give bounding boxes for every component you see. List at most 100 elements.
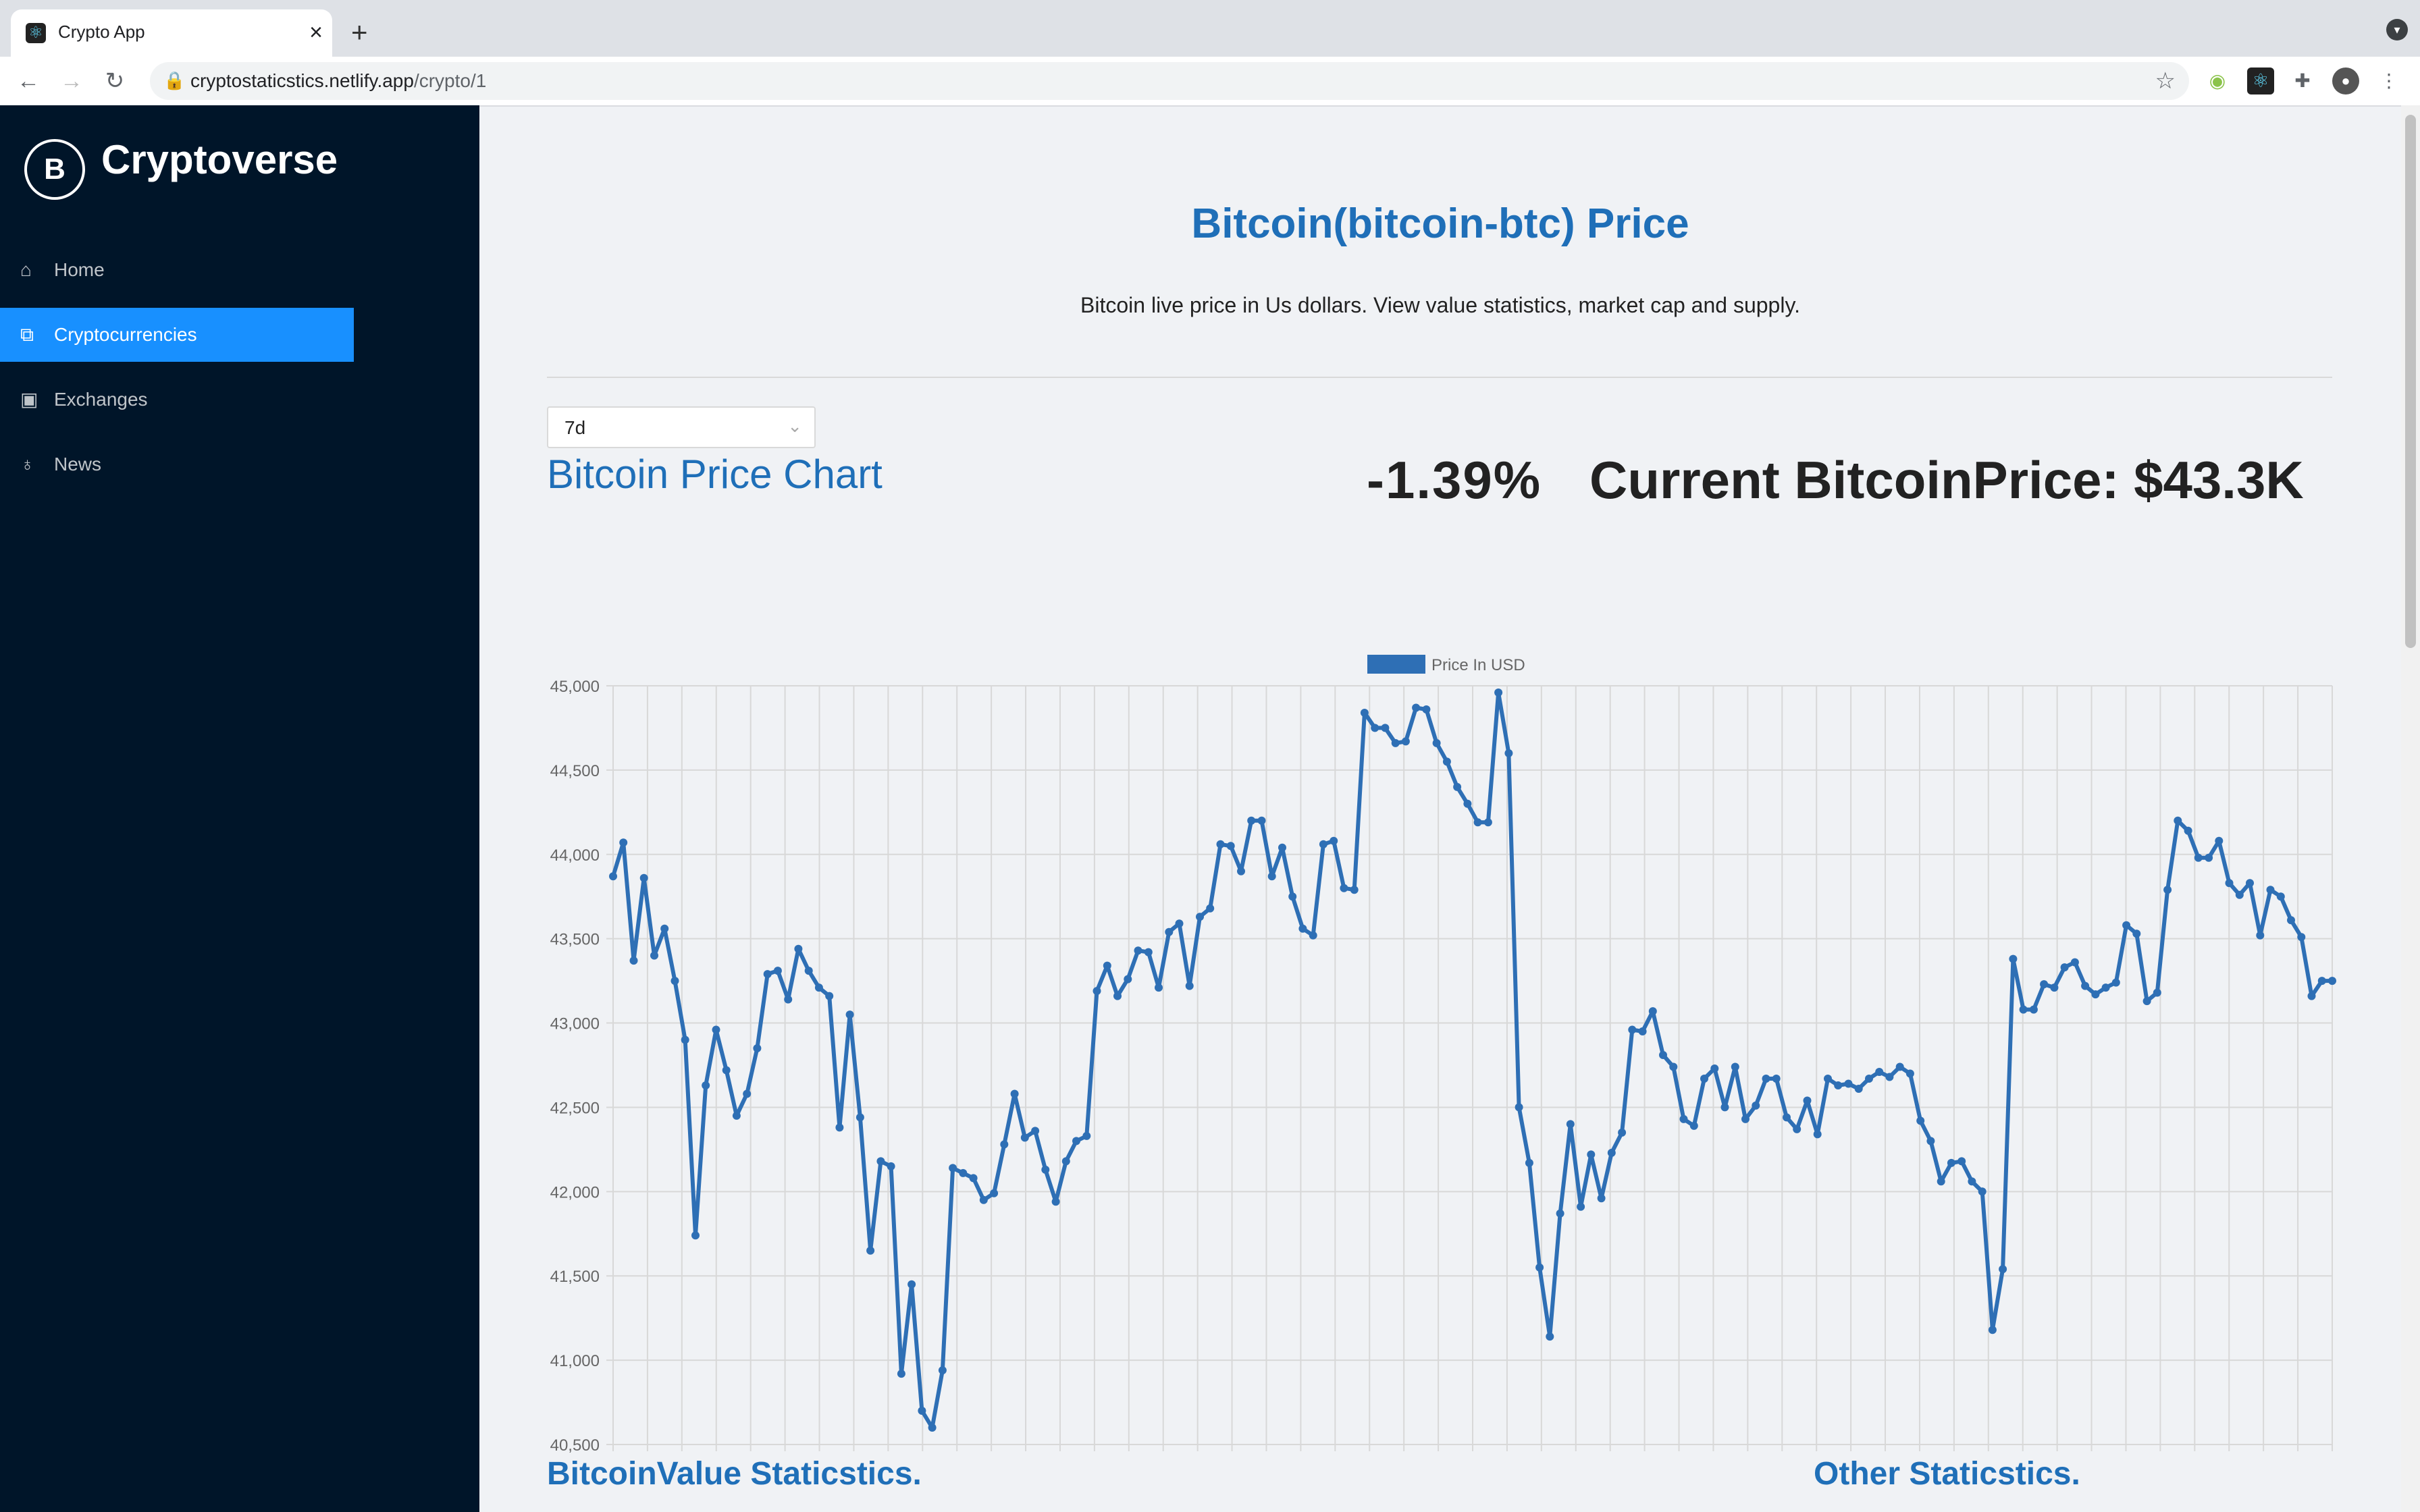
data-point: [1298, 924, 1307, 933]
back-icon[interactable]: ←: [17, 68, 40, 94]
browser-menu-icon[interactable]: ⋮: [2379, 70, 2398, 91]
data-point: [887, 1162, 895, 1170]
sidebar-item-label: News: [54, 454, 102, 475]
x-tick-label: 9/24/2021: [1622, 1452, 1686, 1455]
bookmark-star-icon[interactable]: ☆: [2155, 68, 2176, 94]
data-point: [1483, 818, 1492, 827]
data-point: [1000, 1140, 1009, 1149]
value-statistics-heading: BitcoinValue Staticstics.: [547, 1456, 922, 1492]
data-point: [1916, 1116, 1925, 1125]
data-point: [1772, 1075, 1781, 1083]
data-point: [1752, 1101, 1760, 1110]
x-tick-label: 9/24/2021: [1587, 1452, 1652, 1455]
data-point: [1803, 1096, 1812, 1105]
data-point: [2287, 916, 2295, 925]
data-point: [835, 1123, 844, 1132]
data-point: [2122, 921, 2131, 929]
sidebar-item-news[interactable]: ♁ News: [0, 437, 354, 491]
data-point: [1453, 782, 1462, 791]
chart-legend: Price In USD: [1367, 655, 1525, 674]
data-point: [1330, 836, 1338, 845]
data-point: [670, 977, 679, 986]
data-point: [1247, 816, 1256, 825]
tab-search-icon[interactable]: ▾: [2386, 19, 2408, 40]
data-point: [2184, 826, 2192, 835]
react-devtools-icon[interactable]: ⚛: [2247, 68, 2274, 94]
data-point: [2328, 977, 2336, 986]
brand-title[interactable]: Cryptoverse: [101, 137, 338, 182]
data-point: [1854, 1085, 1863, 1093]
forward-icon[interactable]: →: [60, 68, 83, 94]
y-tick-label: 41,500: [550, 1268, 600, 1286]
browser-tab-bar: ⚛ Crypto App × + ▾: [0, 0, 2420, 57]
data-point: [845, 1010, 854, 1019]
x-tick-label: 9/23/2021: [1278, 1452, 1342, 1455]
data-point: [876, 1157, 885, 1166]
data-point: [949, 1164, 957, 1172]
data-point: [1659, 1051, 1667, 1059]
data-point: [1401, 737, 1410, 746]
reload-icon[interactable]: ↻: [105, 68, 125, 94]
data-point: [1731, 1062, 1739, 1071]
data-point: [918, 1407, 926, 1415]
data-point: [681, 1035, 689, 1044]
data-point: [1885, 1073, 1894, 1081]
data-point: [784, 995, 793, 1004]
x-tick-label: 9/22/2021: [969, 1452, 1033, 1455]
new-tab-icon[interactable]: +: [351, 16, 368, 48]
extensions-puzzle-icon[interactable]: ✚: [2294, 70, 2311, 91]
data-point: [660, 924, 669, 933]
time-period-select[interactable]: 7d ⌄: [547, 406, 816, 448]
data-point: [2060, 963, 2069, 972]
data-point: [1196, 913, 1204, 921]
data-point: [2091, 990, 2100, 999]
data-point: [1566, 1120, 1575, 1129]
url-text[interactable]: cryptostaticstics.netlify.app/crypto/1: [190, 70, 487, 91]
x-tick-label: 9/23/2021: [1175, 1452, 1239, 1455]
legend-swatch: [1367, 655, 1425, 674]
sidebar-menu: ⌂ Home ⧉ Cryptocurrencies ▣ Exchanges ♁ …: [0, 243, 354, 502]
extension-circle-icon[interactable]: ◉: [2209, 70, 2226, 91]
data-point: [1082, 1131, 1091, 1140]
legend-label: Price In USD: [1431, 656, 1525, 674]
close-tab-icon[interactable]: ×: [309, 20, 323, 45]
fund-icon: ⧉: [20, 324, 34, 345]
profile-avatar[interactable]: ●: [2332, 68, 2359, 94]
data-point: [1216, 840, 1225, 848]
data-point: [1350, 886, 1359, 894]
x-tick-label: 9/24/2021: [1450, 1452, 1515, 1455]
scrollbar-thumb[interactable]: [2405, 115, 2416, 648]
data-point: [897, 1370, 905, 1378]
data-point: [1288, 892, 1297, 901]
main-content: Bitcoin(bitcoin-btc) Price Bitcoin live …: [479, 105, 2401, 1512]
data-point: [2297, 933, 2306, 942]
data-point: [1607, 1148, 1616, 1157]
data-point: [2050, 983, 2059, 992]
data-point: [2317, 977, 2326, 986]
data-point: [2009, 954, 2018, 963]
data-point: [712, 1025, 720, 1034]
address-bar[interactable]: 🔒 cryptostaticstics.netlify.app/crypto/1…: [150, 62, 2189, 100]
x-tick-label: 9/25/2021: [1691, 1452, 1755, 1455]
data-point: [1720, 1103, 1729, 1112]
other-statistics-heading: Other Staticstics.: [1814, 1456, 2080, 1492]
data-point: [619, 838, 628, 847]
data-point: [1072, 1137, 1080, 1145]
data-point: [1741, 1114, 1750, 1123]
browser-tab[interactable]: ⚛ Crypto App ×: [11, 9, 332, 57]
data-point: [1340, 884, 1348, 892]
sidebar-item-cryptocurrencies[interactable]: ⧉ Cryptocurrencies: [0, 308, 354, 362]
data-point: [2266, 886, 2275, 894]
y-tick-label: 40,500: [550, 1436, 600, 1455]
sidebar-item-home[interactable]: ⌂ Home: [0, 243, 354, 297]
data-point: [1710, 1064, 1719, 1073]
data-point: [1155, 983, 1163, 992]
data-point: [1504, 749, 1513, 757]
data-point: [1679, 1114, 1688, 1123]
sidebar-item-exchanges[interactable]: ▣ Exchanges: [0, 373, 354, 427]
page-scrollbar[interactable]: [2401, 105, 2420, 1512]
x-tick-label: 9/23/2021: [1313, 1452, 1377, 1455]
data-point: [1525, 1158, 1533, 1167]
x-tick-label: 9/27/2021: [2172, 1452, 2236, 1455]
y-tick-label: 44,000: [550, 846, 600, 865]
